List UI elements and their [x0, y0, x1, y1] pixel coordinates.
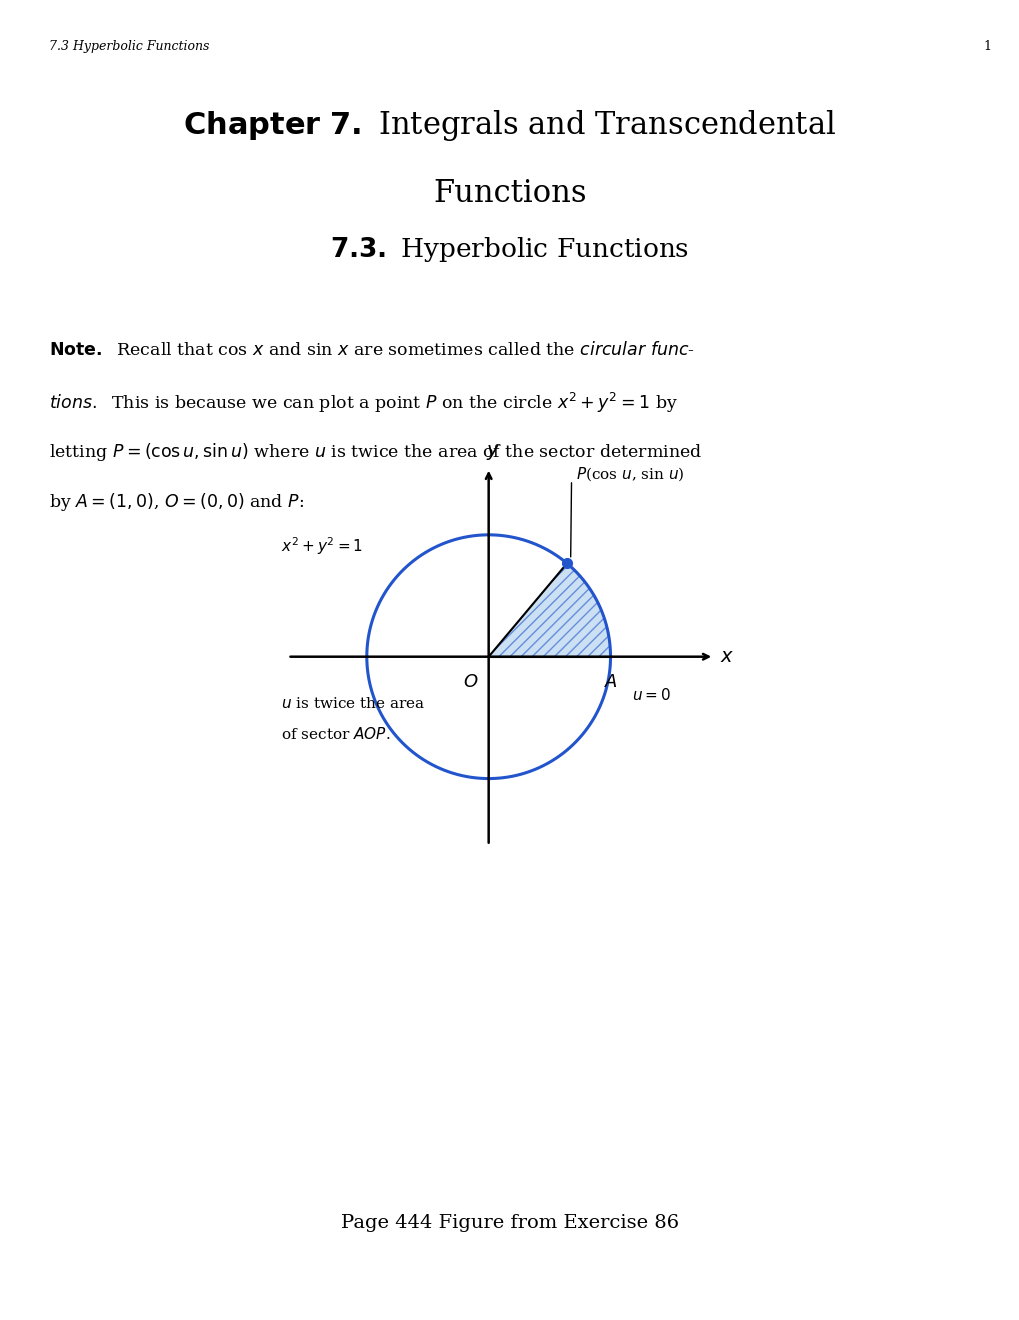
Text: $\it{tions.}$  This is because we can plot a point $P$ on the circle $x^2 + y^2 : $\it{tions.}$ This is because we can plo… [49, 391, 678, 414]
Text: $O$: $O$ [463, 673, 478, 690]
Text: $\bf{Chapter\ 7.}$ Integrals and Transcendental: $\bf{Chapter\ 7.}$ Integrals and Transce… [183, 108, 836, 144]
Text: by $A = (1, 0)$, $O = (0, 0)$ and $P$:: by $A = (1, 0)$, $O = (0, 0)$ and $P$: [49, 491, 304, 513]
Text: $y$: $y$ [486, 442, 500, 462]
Text: $u = 0$: $u = 0$ [632, 688, 671, 704]
Text: Functions: Functions [433, 178, 586, 209]
Text: $u$ is twice the area: $u$ is twice the area [281, 696, 426, 710]
Text: Page 444 Figure from Exercise 86: Page 444 Figure from Exercise 86 [340, 1214, 679, 1233]
Text: $A$: $A$ [603, 673, 616, 690]
Text: $x^2 + y^2 = 1$: $x^2 + y^2 = 1$ [281, 535, 363, 557]
Text: $P$(cos $u$, sin $u$): $P$(cos $u$, sin $u$) [576, 465, 685, 483]
Text: $\mathbf{Note.}$  Recall that cos $x$ and sin $x$ are sometimes called the $\it{: $\mathbf{Note.}$ Recall that cos $x$ and… [49, 341, 694, 359]
Text: 1: 1 [982, 40, 990, 53]
Text: of sector $AOP$.: of sector $AOP$. [281, 726, 390, 742]
Polygon shape [488, 564, 610, 656]
Text: letting $P = (\cos u, \sin u)$ where $u$ is twice the area of the sector determi: letting $P = (\cos u, \sin u)$ where $u$… [49, 441, 701, 463]
Text: $x$: $x$ [719, 648, 734, 665]
Text: $\bf{7.3.}$ Hyperbolic Functions: $\bf{7.3.}$ Hyperbolic Functions [330, 235, 689, 264]
Text: 7.3 Hyperbolic Functions: 7.3 Hyperbolic Functions [49, 40, 209, 53]
